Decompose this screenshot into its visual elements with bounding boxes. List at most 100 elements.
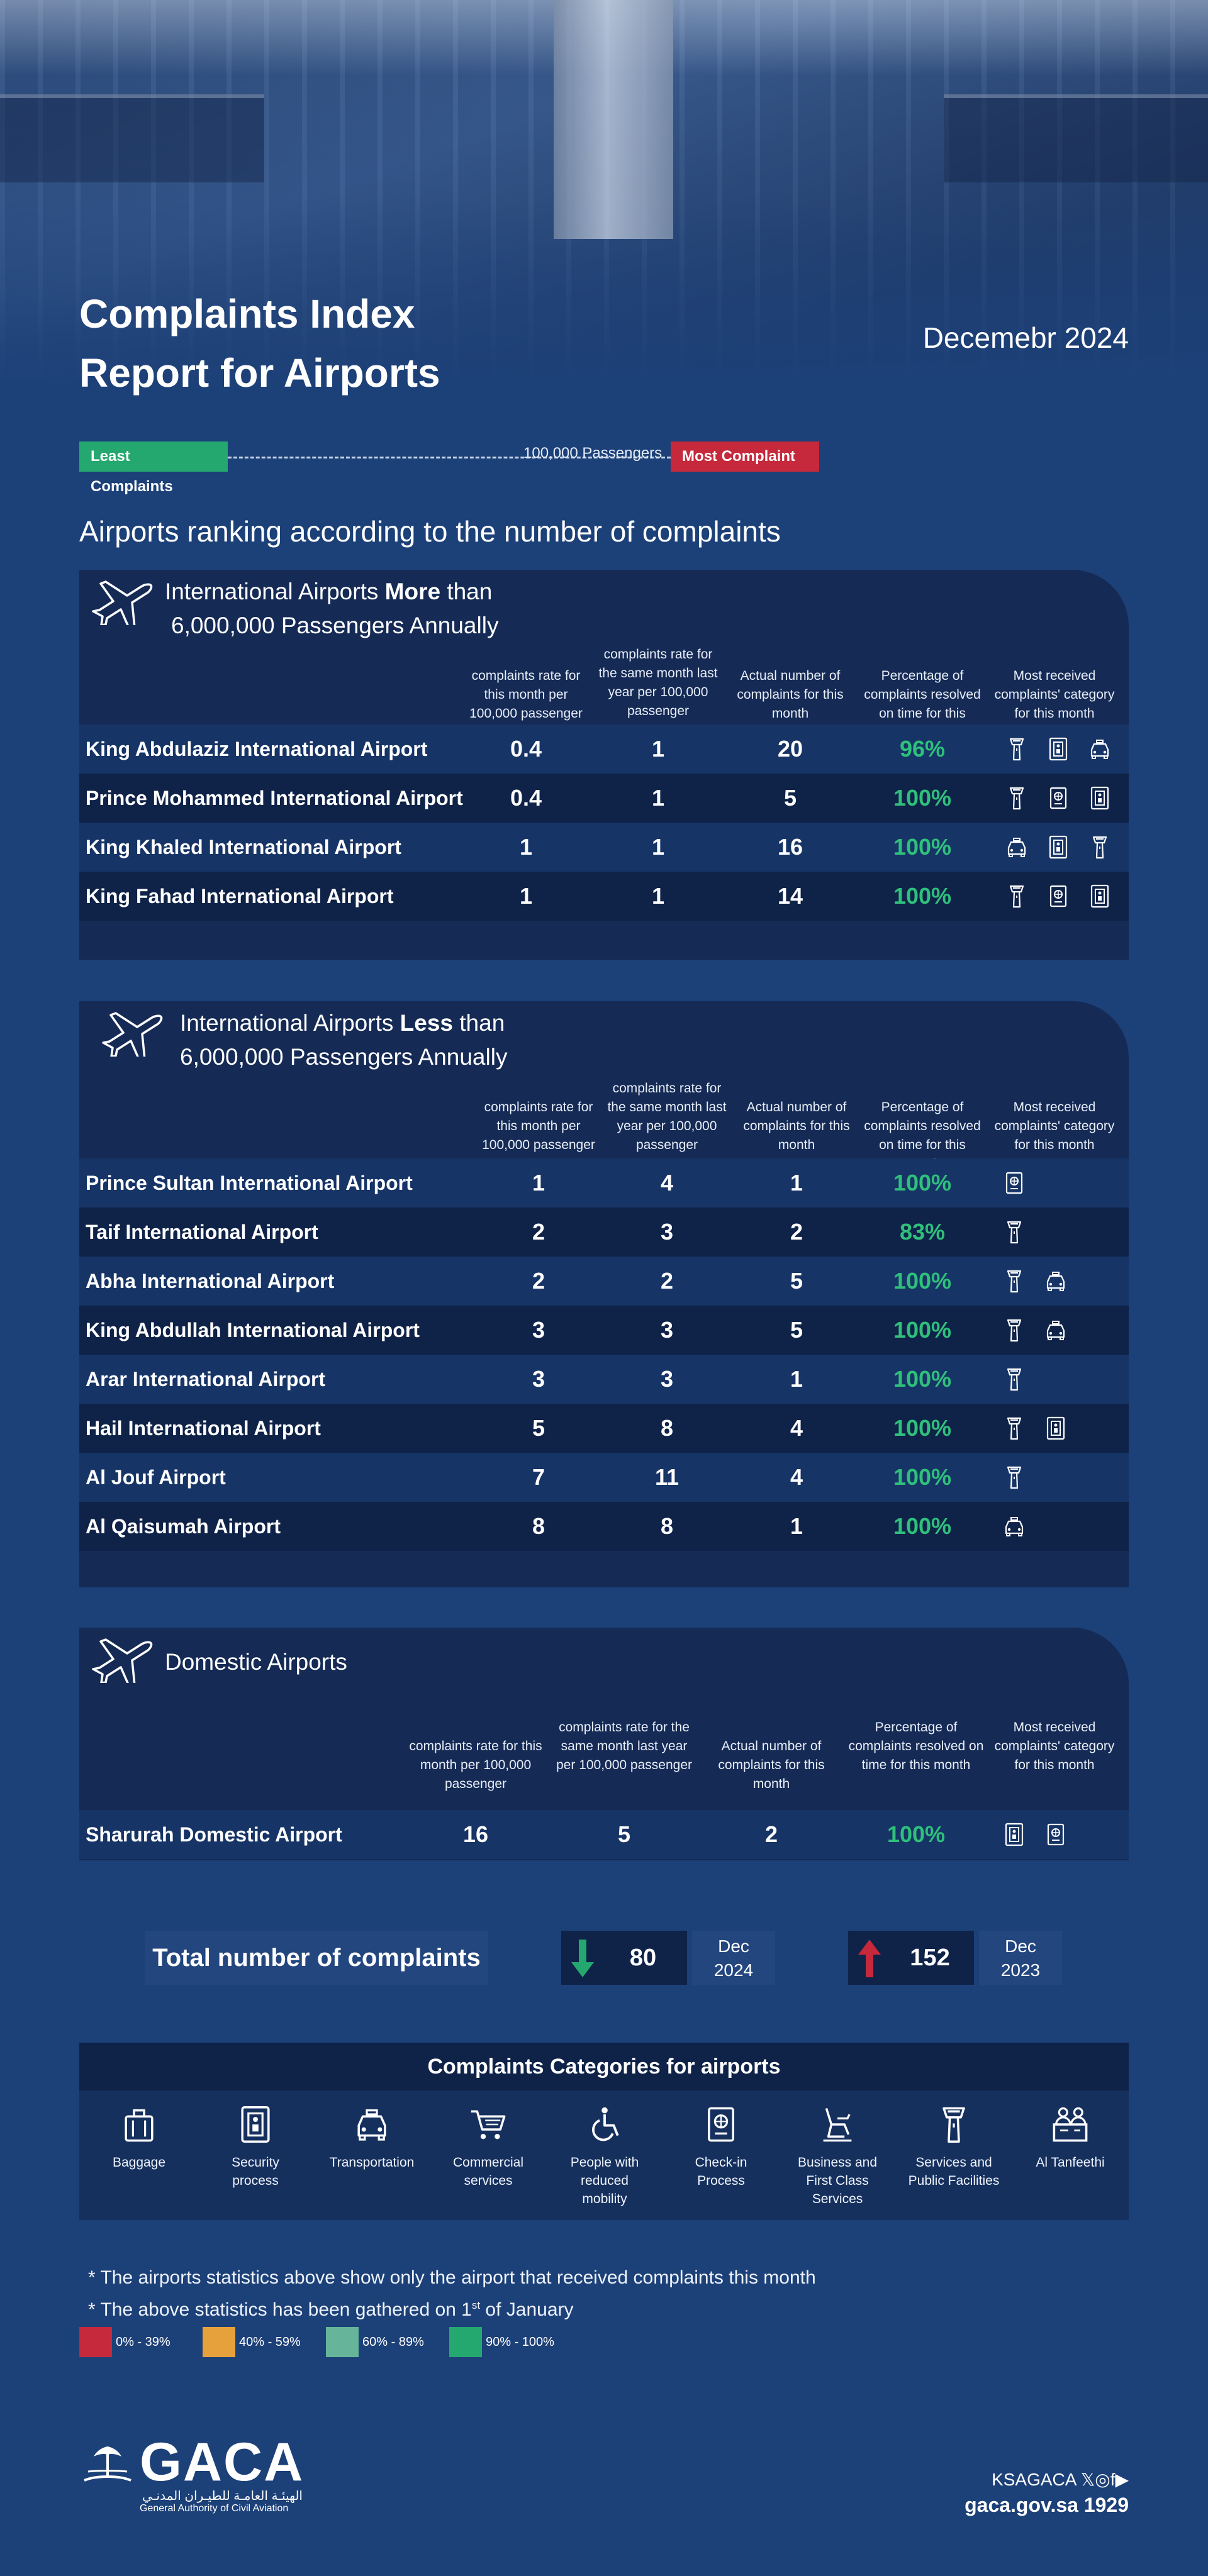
resolved-cell: 100% — [893, 1268, 952, 1294]
rate-last-cell: 3 — [660, 1366, 674, 1392]
rate-last-cell: 11 — [654, 1464, 680, 1490]
previous-total-box: 152 — [848, 1931, 974, 1985]
legend-swatch — [449, 2327, 482, 2357]
category-icons — [1002, 1453, 1027, 1502]
table-row: Al Jouf Airport 7 11 4 100% — [79, 1453, 1129, 1502]
category-baggage: Baggage — [89, 2104, 189, 2172]
social-handle-row: KSAGACA 𝕏◎f▶ — [965, 2469, 1129, 2490]
website-link[interactable]: gaca.gov.sa — [965, 2494, 1078, 2516]
rate-last-cell: 1 — [651, 785, 665, 811]
category-label: Check-in Process — [695, 2155, 747, 2188]
baggage-icon — [119, 2104, 159, 2145]
category-security: Security process — [205, 2104, 306, 2190]
current-year: 2024 — [713, 1960, 754, 1980]
current-period: Dec 2024 — [692, 1931, 775, 1985]
resolved-cell: 96% — [899, 736, 946, 762]
most-complaint-badge: Most Complaint — [671, 441, 819, 472]
legend-label: 90% - 100% — [486, 2335, 554, 2349]
current-month: Dec — [718, 1936, 749, 1956]
hero-counter — [944, 94, 1208, 182]
table-row: Prince Sultan International Airport 1 4 … — [79, 1158, 1129, 1208]
actual-cell: 5 — [790, 1268, 803, 1294]
card-title: Domestic Airports — [165, 1649, 347, 1675]
card-title-bold: More — [384, 579, 441, 604]
social-handle[interactable]: KSAGACA — [992, 2470, 1076, 2489]
logo-english-name: General Authority of Civil Aviation — [140, 2503, 289, 2514]
rate-last-cell: 4 — [660, 1170, 674, 1196]
category-transportation: Transportation — [322, 2104, 422, 2172]
col-head-category: Most received complaints' category for t… — [994, 1720, 1115, 1772]
rate-last-cell: 3 — [660, 1317, 674, 1343]
card-title-part: International Airports — [165, 579, 385, 604]
col-head-category: Most received complaints' category for t… — [994, 669, 1115, 721]
taxi-icon — [1004, 835, 1029, 860]
col-head-rate-last: complaints rate for the same month last … — [607, 1081, 727, 1152]
card-title: International Airports Less than 6,000,0… — [180, 1006, 507, 1074]
taxi-icon — [1043, 1318, 1068, 1343]
rate-last-cell: 1 — [651, 883, 665, 909]
rate-last-cell: 1 — [651, 736, 665, 762]
resolved-cell: 100% — [893, 1415, 952, 1441]
rate-last-cell: 3 — [660, 1219, 674, 1245]
legend-label: 40% - 59% — [239, 2335, 301, 2349]
hero-pillar — [554, 0, 673, 239]
table-row: King Abdullah International Airport 3 3 … — [79, 1306, 1129, 1355]
total-complaints: Total number of complaints 80 Dec 2024 1… — [0, 1931, 1208, 1987]
airport-name: Sharurah Domestic Airport — [86, 1823, 342, 1846]
resolved-cell: 100% — [893, 1464, 952, 1490]
control-tower-icon — [1004, 786, 1029, 811]
resolved-cell: 100% — [893, 1513, 952, 1539]
column-headers: complaints rate for this month per 100,0… — [79, 1077, 1129, 1171]
airport-name: Prince Sultan International Airport — [86, 1172, 413, 1194]
col-head-actual: Actual number of complaints for this mon… — [743, 1100, 850, 1152]
col-head-rate-last: complaints rate for the same month last … — [598, 647, 718, 718]
actual-cell: 4 — [790, 1415, 803, 1441]
rate-last-cell: 1 — [651, 834, 665, 860]
total-label: Total number of complaints — [145, 1931, 488, 1985]
hero-image — [0, 0, 1208, 440]
footnote-1: * The airports statistics above show onl… — [88, 2267, 816, 2288]
airport-name: King Fahad International Airport — [86, 885, 394, 908]
card-header: Domestic Airports — [79, 1628, 1129, 1693]
category-al-tanfeethi: Al Tanfeethi — [1020, 2104, 1121, 2172]
rate-last-cell: 8 — [660, 1513, 674, 1539]
previous-month: Dec — [1005, 1936, 1036, 1956]
airport-name: Taif International Airport — [86, 1221, 318, 1243]
col-head-rate-last: complaints rate for the same month last … — [556, 1720, 692, 1772]
actual-cell: 5 — [790, 1317, 803, 1343]
table-row: Al Qaisumah Airport 8 8 1 100% — [79, 1502, 1129, 1551]
rate-cell: 3 — [532, 1366, 545, 1392]
control-tower-icon — [1004, 736, 1029, 762]
title-line-1: Complaints Index — [79, 291, 415, 336]
actual-cell: 1 — [790, 1366, 803, 1392]
security-gate-icon — [1087, 884, 1112, 909]
category-reduced-mobility: People with reduced mobility — [554, 2104, 655, 2208]
category-check-in: Check-in Process — [671, 2104, 771, 2190]
taxi-icon — [1087, 736, 1112, 762]
legend-swatch — [79, 2327, 112, 2357]
arrow-down-icon — [571, 1940, 594, 1977]
cart-icon — [468, 2104, 508, 2145]
resolved-cell: 83% — [899, 1219, 946, 1245]
footnote-2: * The above statistics has been gathered… — [88, 2292, 816, 2324]
actual-cell: 1 — [790, 1513, 803, 1539]
card-header: International Airports More than 6,000,0… — [79, 570, 1129, 645]
report-month: Decemebr 2024 — [922, 321, 1129, 354]
staff-counter-icon — [1050, 2104, 1090, 2145]
social-media-icons[interactable]: 𝕏◎f▶ — [1080, 2470, 1129, 2489]
card-title-bold: Less — [400, 1010, 453, 1036]
category-icons — [1004, 823, 1112, 872]
column-headers: complaints rate for this month per 100,0… — [79, 645, 1129, 740]
resolved-cell: 100% — [893, 1170, 952, 1196]
card-title: International Airports More than 6,000,0… — [165, 575, 498, 643]
passport-icon — [1046, 884, 1071, 909]
previous-period: Dec 2023 — [979, 1931, 1062, 1985]
wheelchair-icon — [584, 2104, 625, 2145]
control-tower-icon — [934, 2104, 974, 2145]
complaints-categories: Complaints Categories for airports Bagga… — [79, 2043, 1129, 2220]
airport-name: King Khaled International Airport — [86, 836, 401, 858]
actual-cell: 4 — [790, 1464, 803, 1490]
phone-number[interactable]: 1929 — [1083, 2494, 1129, 2516]
col-head-category: Most received complaints' category for t… — [994, 1100, 1115, 1152]
category-icons — [1002, 1158, 1027, 1208]
